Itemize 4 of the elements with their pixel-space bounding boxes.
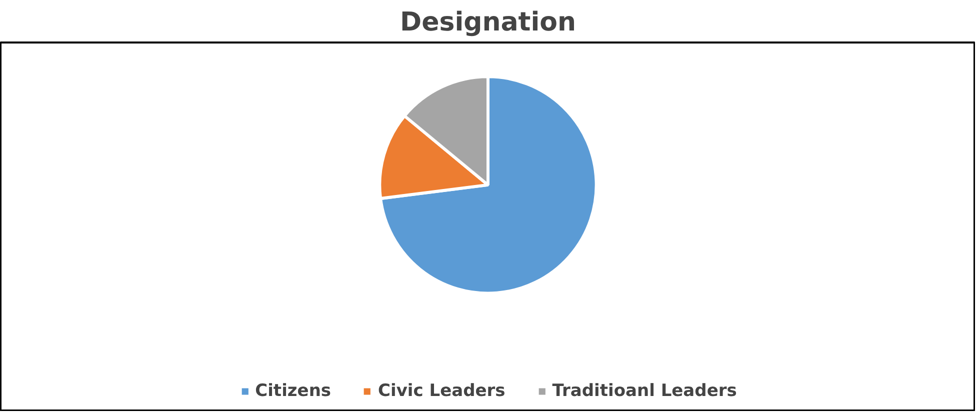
- legend-label: Traditioanl Leaders: [552, 381, 737, 401]
- legend-label: Citizens: [255, 381, 332, 401]
- legend-label: Civic Leaders: [378, 381, 506, 401]
- chart-title: Designation: [400, 8, 576, 38]
